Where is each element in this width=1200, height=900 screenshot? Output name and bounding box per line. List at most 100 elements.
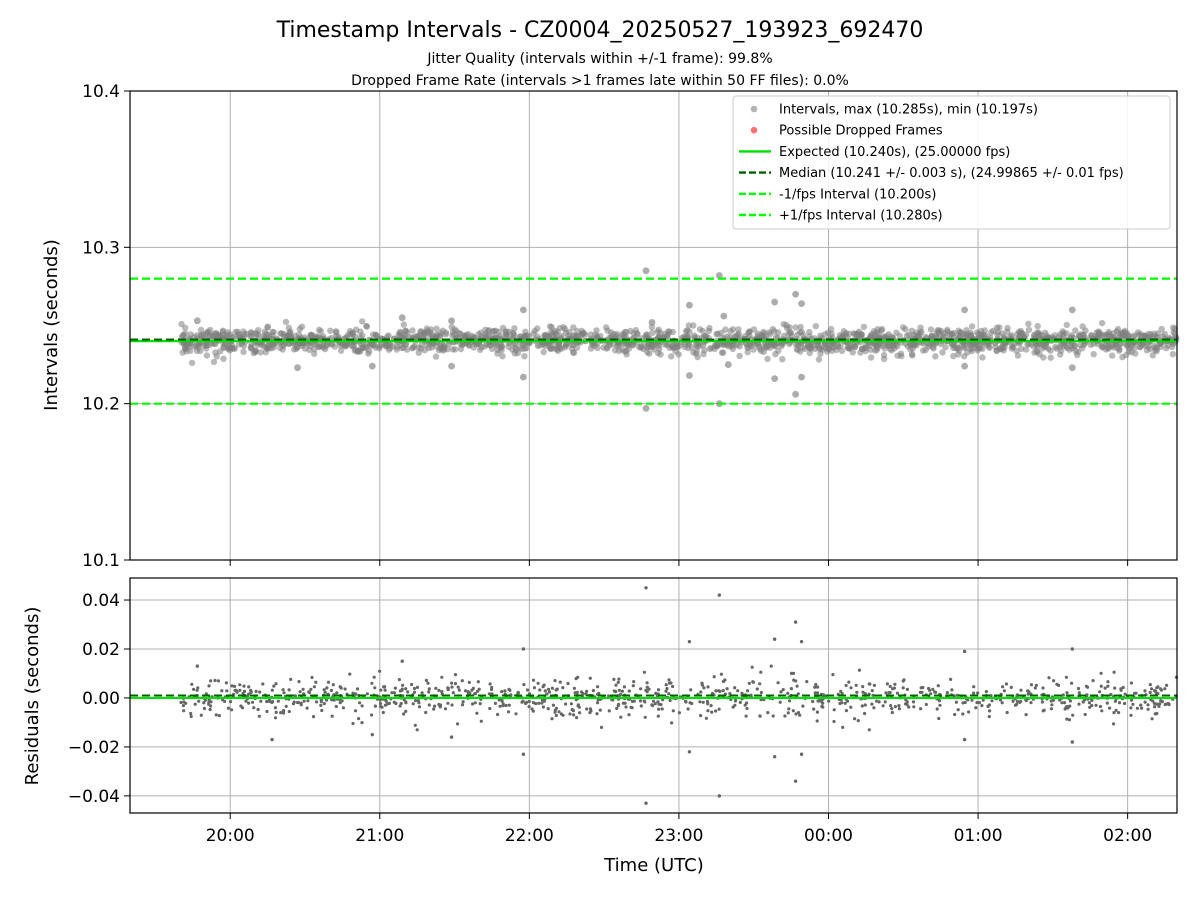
residual-point [410, 682, 414, 687]
residual-point [645, 681, 649, 685]
residual-point [281, 688, 285, 692]
residual-point [424, 710, 428, 715]
interval-point [623, 351, 630, 358]
residual-point [379, 688, 383, 692]
residual-point [1064, 705, 1068, 709]
interval-point [840, 328, 847, 335]
residual-point [378, 698, 382, 702]
residual-point [538, 688, 542, 692]
residual-point [348, 672, 352, 676]
interval-point [1035, 331, 1042, 338]
residual-point [733, 686, 737, 690]
residual-point [832, 719, 836, 724]
residual-point [320, 708, 324, 713]
interval-point [675, 351, 682, 358]
interval-point [1063, 321, 1071, 329]
residual-point [1015, 702, 1019, 707]
residual-point [831, 673, 835, 677]
residual-point [297, 680, 301, 684]
residual-point [642, 670, 647, 674]
residual-point [351, 721, 355, 726]
residual-point [738, 700, 742, 705]
residual-point [871, 693, 875, 697]
residual-point [743, 703, 747, 707]
residual-point [570, 708, 574, 712]
interval-point [433, 333, 441, 340]
interval-point [941, 333, 948, 340]
residual-point [872, 683, 877, 688]
residual-point [292, 700, 296, 704]
residual-point [861, 690, 865, 694]
interval-point [216, 332, 223, 340]
interval-point [452, 346, 459, 353]
residual-point [1164, 702, 1168, 706]
residual-point [1117, 701, 1122, 705]
residual-point [547, 690, 552, 694]
residual-point [326, 680, 331, 684]
residual-point [402, 712, 406, 716]
bottom-x-tick-label: 20:00 [206, 826, 255, 846]
residual-point [488, 682, 492, 686]
residual-point [839, 689, 843, 694]
residual-point [1062, 701, 1067, 705]
interval-point [603, 345, 610, 352]
interval-point [1141, 332, 1149, 340]
residual-point [778, 700, 782, 704]
legend: Intervals, max (10.285s), min (10.197s) P… [732, 95, 1171, 230]
residual-point [351, 691, 355, 695]
interval-point [905, 331, 913, 339]
residual-point [1009, 685, 1013, 690]
residual-point [783, 714, 787, 718]
residual-point [437, 702, 441, 707]
interval-outlier-point [519, 373, 527, 381]
interval-point [878, 327, 885, 334]
interval-point [745, 343, 752, 351]
residual-point [667, 681, 672, 685]
residual-point [841, 725, 845, 730]
residual-point [950, 688, 954, 692]
residual-point [467, 691, 471, 695]
interval-point [337, 347, 345, 354]
residual-point [1146, 703, 1150, 707]
interval-point [374, 333, 381, 340]
interval-point [1078, 345, 1086, 352]
residual-point [299, 703, 303, 707]
bottom-axes-frame [129, 577, 1178, 814]
interval-point [894, 352, 901, 359]
interval-point [1052, 343, 1059, 351]
residual-point [217, 714, 221, 718]
residual-point [497, 698, 501, 702]
interval-point [570, 349, 578, 356]
interval-point [1072, 327, 1079, 334]
residual-point [890, 707, 894, 711]
interval-point [612, 347, 619, 354]
residual-point [667, 692, 671, 696]
interval-point [792, 324, 799, 331]
interval-point [908, 351, 916, 358]
interval-point [960, 344, 968, 351]
top-y-tick-label: 10.3 [82, 238, 120, 258]
interval-point [706, 324, 713, 332]
residual-point [1041, 709, 1045, 713]
interval-point [1008, 332, 1015, 339]
residual-point [863, 692, 867, 696]
interval-point [1017, 327, 1024, 335]
residual-point [856, 719, 860, 723]
residual-point [322, 688, 326, 692]
interval-point [323, 341, 330, 348]
residual-point [378, 669, 382, 673]
residual-point [863, 711, 867, 716]
residual-point [719, 672, 724, 676]
interval-point [982, 332, 989, 339]
interval-point [817, 350, 824, 357]
residual-point [907, 705, 911, 709]
residual-point [555, 687, 559, 691]
interval-point [210, 358, 218, 366]
residual-point [265, 699, 269, 704]
residual-point [209, 704, 213, 708]
residual-point [314, 680, 318, 684]
residual-point [706, 685, 710, 689]
interval-point [1034, 322, 1041, 330]
residual-point [1153, 705, 1157, 709]
residual-point [956, 708, 960, 712]
